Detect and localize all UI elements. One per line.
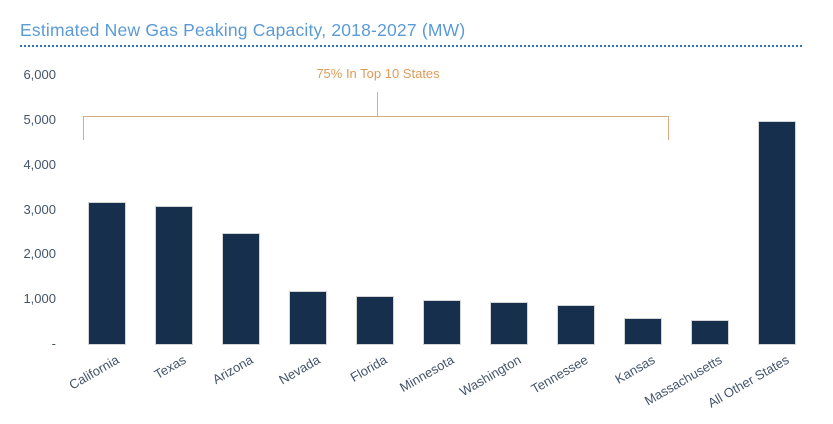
y-tick-label: 3,000 xyxy=(23,201,56,217)
y-tick-label: 1,000 xyxy=(23,291,56,307)
bar-all-other-states xyxy=(758,121,796,345)
bar-washington xyxy=(490,302,528,345)
title-underline xyxy=(20,45,802,47)
bar-nevada xyxy=(289,291,327,345)
bar-california xyxy=(88,201,126,345)
bracket-left-tick xyxy=(83,116,84,140)
y-tick-label: - xyxy=(51,336,56,351)
annotation-label: 75% In Top 10 States xyxy=(316,66,440,81)
y-tick-label: 4,000 xyxy=(23,156,56,172)
bracket-right-tick xyxy=(668,116,669,140)
bar-tennessee xyxy=(557,304,595,345)
bar-texas xyxy=(155,206,193,345)
bar-minnesota xyxy=(423,300,461,345)
y-tick-label: 2,000 xyxy=(23,246,56,262)
bracket-center-tick xyxy=(377,92,378,117)
bar-florida xyxy=(356,295,394,345)
chart-title: Estimated New Gas Peaking Capacity, 2018… xyxy=(20,20,466,40)
bar-kansas xyxy=(624,318,662,345)
bar-massachusetts xyxy=(691,320,729,345)
bar-arizona xyxy=(222,233,260,345)
y-tick-label: 5,000 xyxy=(23,112,56,127)
bracket-line xyxy=(83,116,669,117)
y-tick-label: 6,000 xyxy=(23,67,56,83)
x-tick-label-all-other-states: All Other States xyxy=(705,352,792,411)
